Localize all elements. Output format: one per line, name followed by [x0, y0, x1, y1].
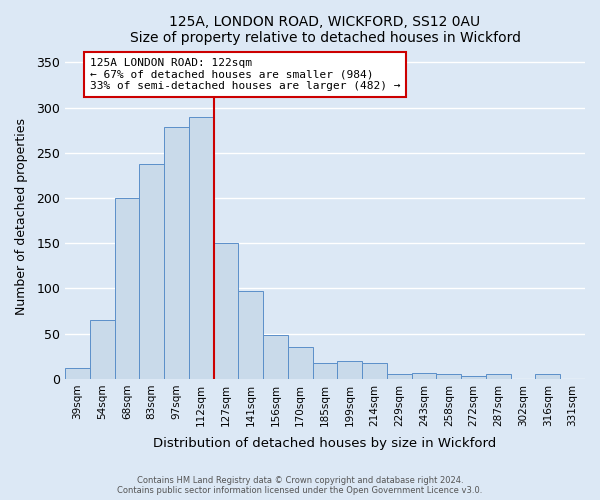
Bar — [486, 374, 511, 379]
Y-axis label: Number of detached properties: Number of detached properties — [15, 118, 28, 314]
Bar — [115, 198, 139, 379]
Bar — [263, 336, 288, 379]
X-axis label: Distribution of detached houses by size in Wickford: Distribution of detached houses by size … — [154, 437, 497, 450]
Bar — [238, 291, 263, 379]
Bar — [461, 376, 486, 379]
Bar — [288, 347, 313, 379]
Bar — [139, 164, 164, 379]
Bar — [313, 362, 337, 379]
Bar — [535, 374, 560, 379]
Bar — [387, 374, 412, 379]
Bar — [436, 374, 461, 379]
Bar — [362, 362, 387, 379]
Bar — [412, 372, 436, 379]
Bar — [164, 128, 189, 379]
Bar — [337, 361, 362, 379]
Text: 125A LONDON ROAD: 122sqm
← 67% of detached houses are smaller (984)
33% of semi-: 125A LONDON ROAD: 122sqm ← 67% of detach… — [90, 58, 400, 91]
Title: 125A, LONDON ROAD, WICKFORD, SS12 0AU
Size of property relative to detached hous: 125A, LONDON ROAD, WICKFORD, SS12 0AU Si… — [130, 15, 521, 45]
Bar — [214, 243, 238, 379]
Bar — [65, 368, 90, 379]
Bar — [189, 116, 214, 379]
Text: Contains HM Land Registry data © Crown copyright and database right 2024.
Contai: Contains HM Land Registry data © Crown c… — [118, 476, 482, 495]
Bar — [90, 320, 115, 379]
